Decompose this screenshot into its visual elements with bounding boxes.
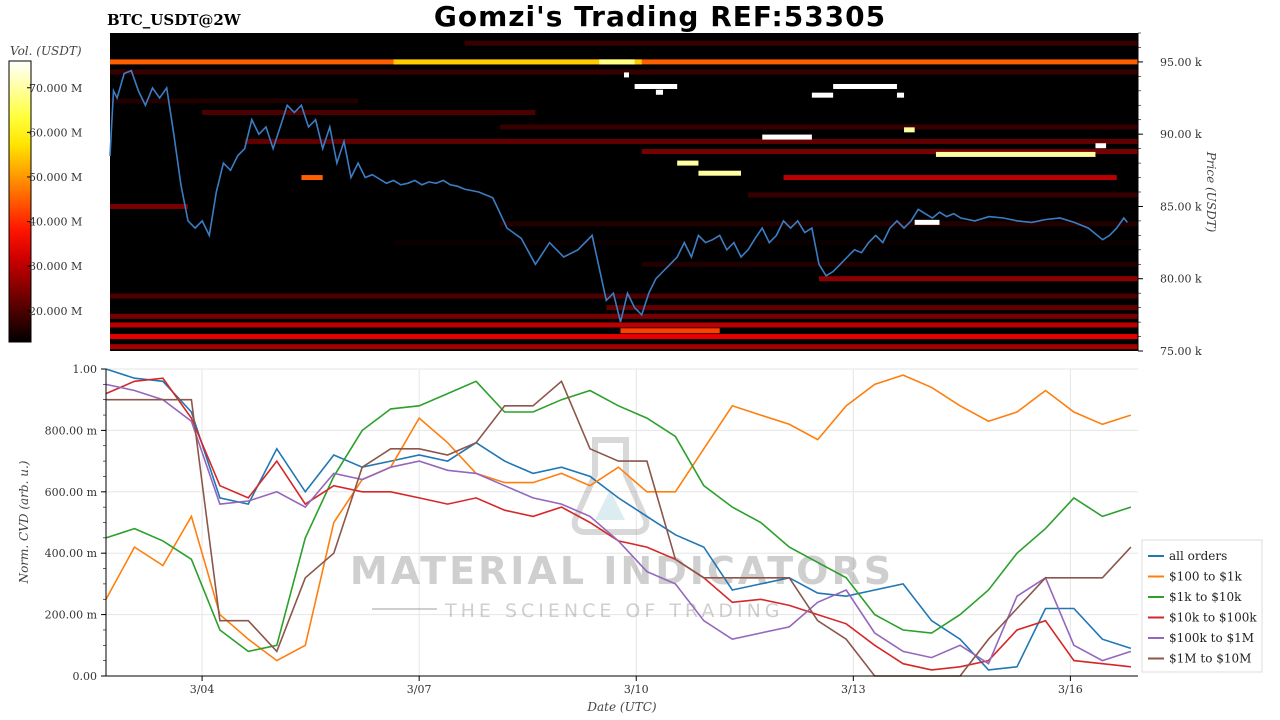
legend-box	[1141, 539, 1263, 673]
cvd-y-tick-label: 600.00 m	[45, 486, 98, 499]
price-line	[109, 69, 1129, 323]
heatmap-band	[641, 149, 1138, 155]
heatmap-band	[748, 192, 1138, 198]
cvd-y-axis-label: Norm. CVD (arb. u.)	[17, 460, 31, 584]
colorbar-tick-label: 60.000 M	[29, 126, 82, 139]
legend-label: all orders	[1169, 549, 1227, 563]
heatmap-band	[904, 127, 915, 133]
heatmap-band	[110, 69, 1138, 75]
heatmap-band	[110, 203, 188, 209]
cvd-x-axis-label: Date (UTC)	[586, 700, 656, 714]
heatmap-band	[464, 40, 1138, 46]
cvd-series-line	[105, 380, 1132, 653]
heatmap-band	[599, 59, 635, 65]
price-tick-label: 75.00 k	[1160, 345, 1202, 358]
cvd-y-tick-label: 0.00	[73, 670, 98, 683]
cvd-y-tick-label: 400.00 m	[45, 547, 98, 560]
heatmap-band	[110, 313, 1138, 319]
cvd-y-tick-label: 200.00 m	[45, 609, 98, 622]
heatmap-band	[244, 138, 1139, 144]
heatmap-band	[110, 322, 1138, 328]
price-tick-label: 85.00 k	[1160, 200, 1202, 213]
heatmap-band	[818, 276, 1138, 282]
cvd-x-tick-label: 3/07	[407, 683, 432, 696]
heatmap-band	[499, 221, 1138, 227]
watermark-flask-icon	[571, 437, 650, 535]
heatmap-band	[620, 328, 720, 334]
legend-label: $10k to $100k	[1169, 611, 1257, 625]
cvd-series-line	[105, 383, 1132, 665]
heatmap-band	[499, 124, 1138, 130]
heatmap-band	[698, 170, 741, 176]
watermark-drop-icon	[595, 490, 625, 520]
heatmap-band	[811, 92, 834, 98]
legend-label: $100k to $1M	[1169, 631, 1254, 645]
cvd-x-tick-label: 3/10	[624, 683, 649, 696]
symbol-label: BTC_USDT@2W	[107, 11, 241, 29]
cvd-x-tick-label: 3/04	[190, 683, 215, 696]
heatmap-band	[634, 83, 678, 89]
watermark-subtitle: THE SCIENCE OF TRADING	[444, 600, 784, 622]
heatmap-band	[935, 151, 1096, 157]
cvd-plot-area	[106, 369, 1138, 676]
chart-title: Gomzi's Trading REF:53305	[433, 0, 887, 33]
cvd-y-tick-label: 1.00	[73, 363, 98, 376]
heatmap-band	[896, 92, 905, 98]
heatmap-band	[393, 240, 1139, 246]
price-tick-label: 95.00 k	[1160, 56, 1202, 69]
watermark-title: MATERIAL INDICATORS	[350, 549, 894, 593]
colorbar-tick-label: 40.000 M	[29, 216, 82, 229]
watermark: MATERIAL INDICATORS THE SCIENCE OF TRADIN…	[350, 437, 894, 622]
heatmap-band	[110, 344, 1138, 350]
heatmap-band	[914, 219, 940, 225]
heatmap-band	[1095, 143, 1107, 149]
colorbar-tick-label: 50.000 M	[29, 171, 82, 184]
legend-label: $100 to $1k	[1169, 570, 1242, 584]
heatmap-band	[624, 72, 629, 78]
cvd-x-tick-label: 3/16	[1058, 683, 1083, 696]
heatmap-band	[641, 261, 1138, 267]
heatmap-band	[110, 334, 1138, 340]
cvd-series-line	[105, 368, 1132, 671]
colorbar-tick-label: 30.000 M	[29, 260, 82, 273]
heatmap-band	[655, 89, 663, 95]
heatmap-band	[677, 160, 699, 166]
heatmap-band	[301, 175, 323, 181]
cvd-series-line	[105, 374, 1132, 662]
cvd-x-tick-label: 3/13	[841, 683, 866, 696]
heatmap-band	[110, 293, 1138, 299]
heatmap-band	[833, 83, 897, 89]
price-tick-label: 80.00 k	[1160, 273, 1202, 286]
heatmap-band	[606, 305, 1138, 311]
heatmap-background	[110, 33, 1138, 351]
colorbar-tick-label: 70.000 M	[29, 82, 82, 95]
heatmap-band	[393, 59, 642, 65]
heatmap-band	[762, 134, 812, 140]
colorbar-label: Vol. (USDT)	[10, 44, 82, 58]
colorbar-tick-label: 20.000 M	[29, 305, 82, 318]
cvd-y-tick-label: 800.00 m	[45, 424, 98, 437]
price-axis-label: Price (USDT)	[1204, 151, 1218, 233]
heatmap-band	[783, 175, 1117, 181]
legend-label: $1M to $10M	[1169, 652, 1251, 666]
heatmap-band	[110, 98, 359, 104]
legend-label: $1k to $10k	[1169, 590, 1242, 604]
price-tick-label: 90.00 k	[1160, 128, 1202, 141]
colorbar	[8, 60, 32, 343]
heatmap-band	[202, 110, 536, 115]
